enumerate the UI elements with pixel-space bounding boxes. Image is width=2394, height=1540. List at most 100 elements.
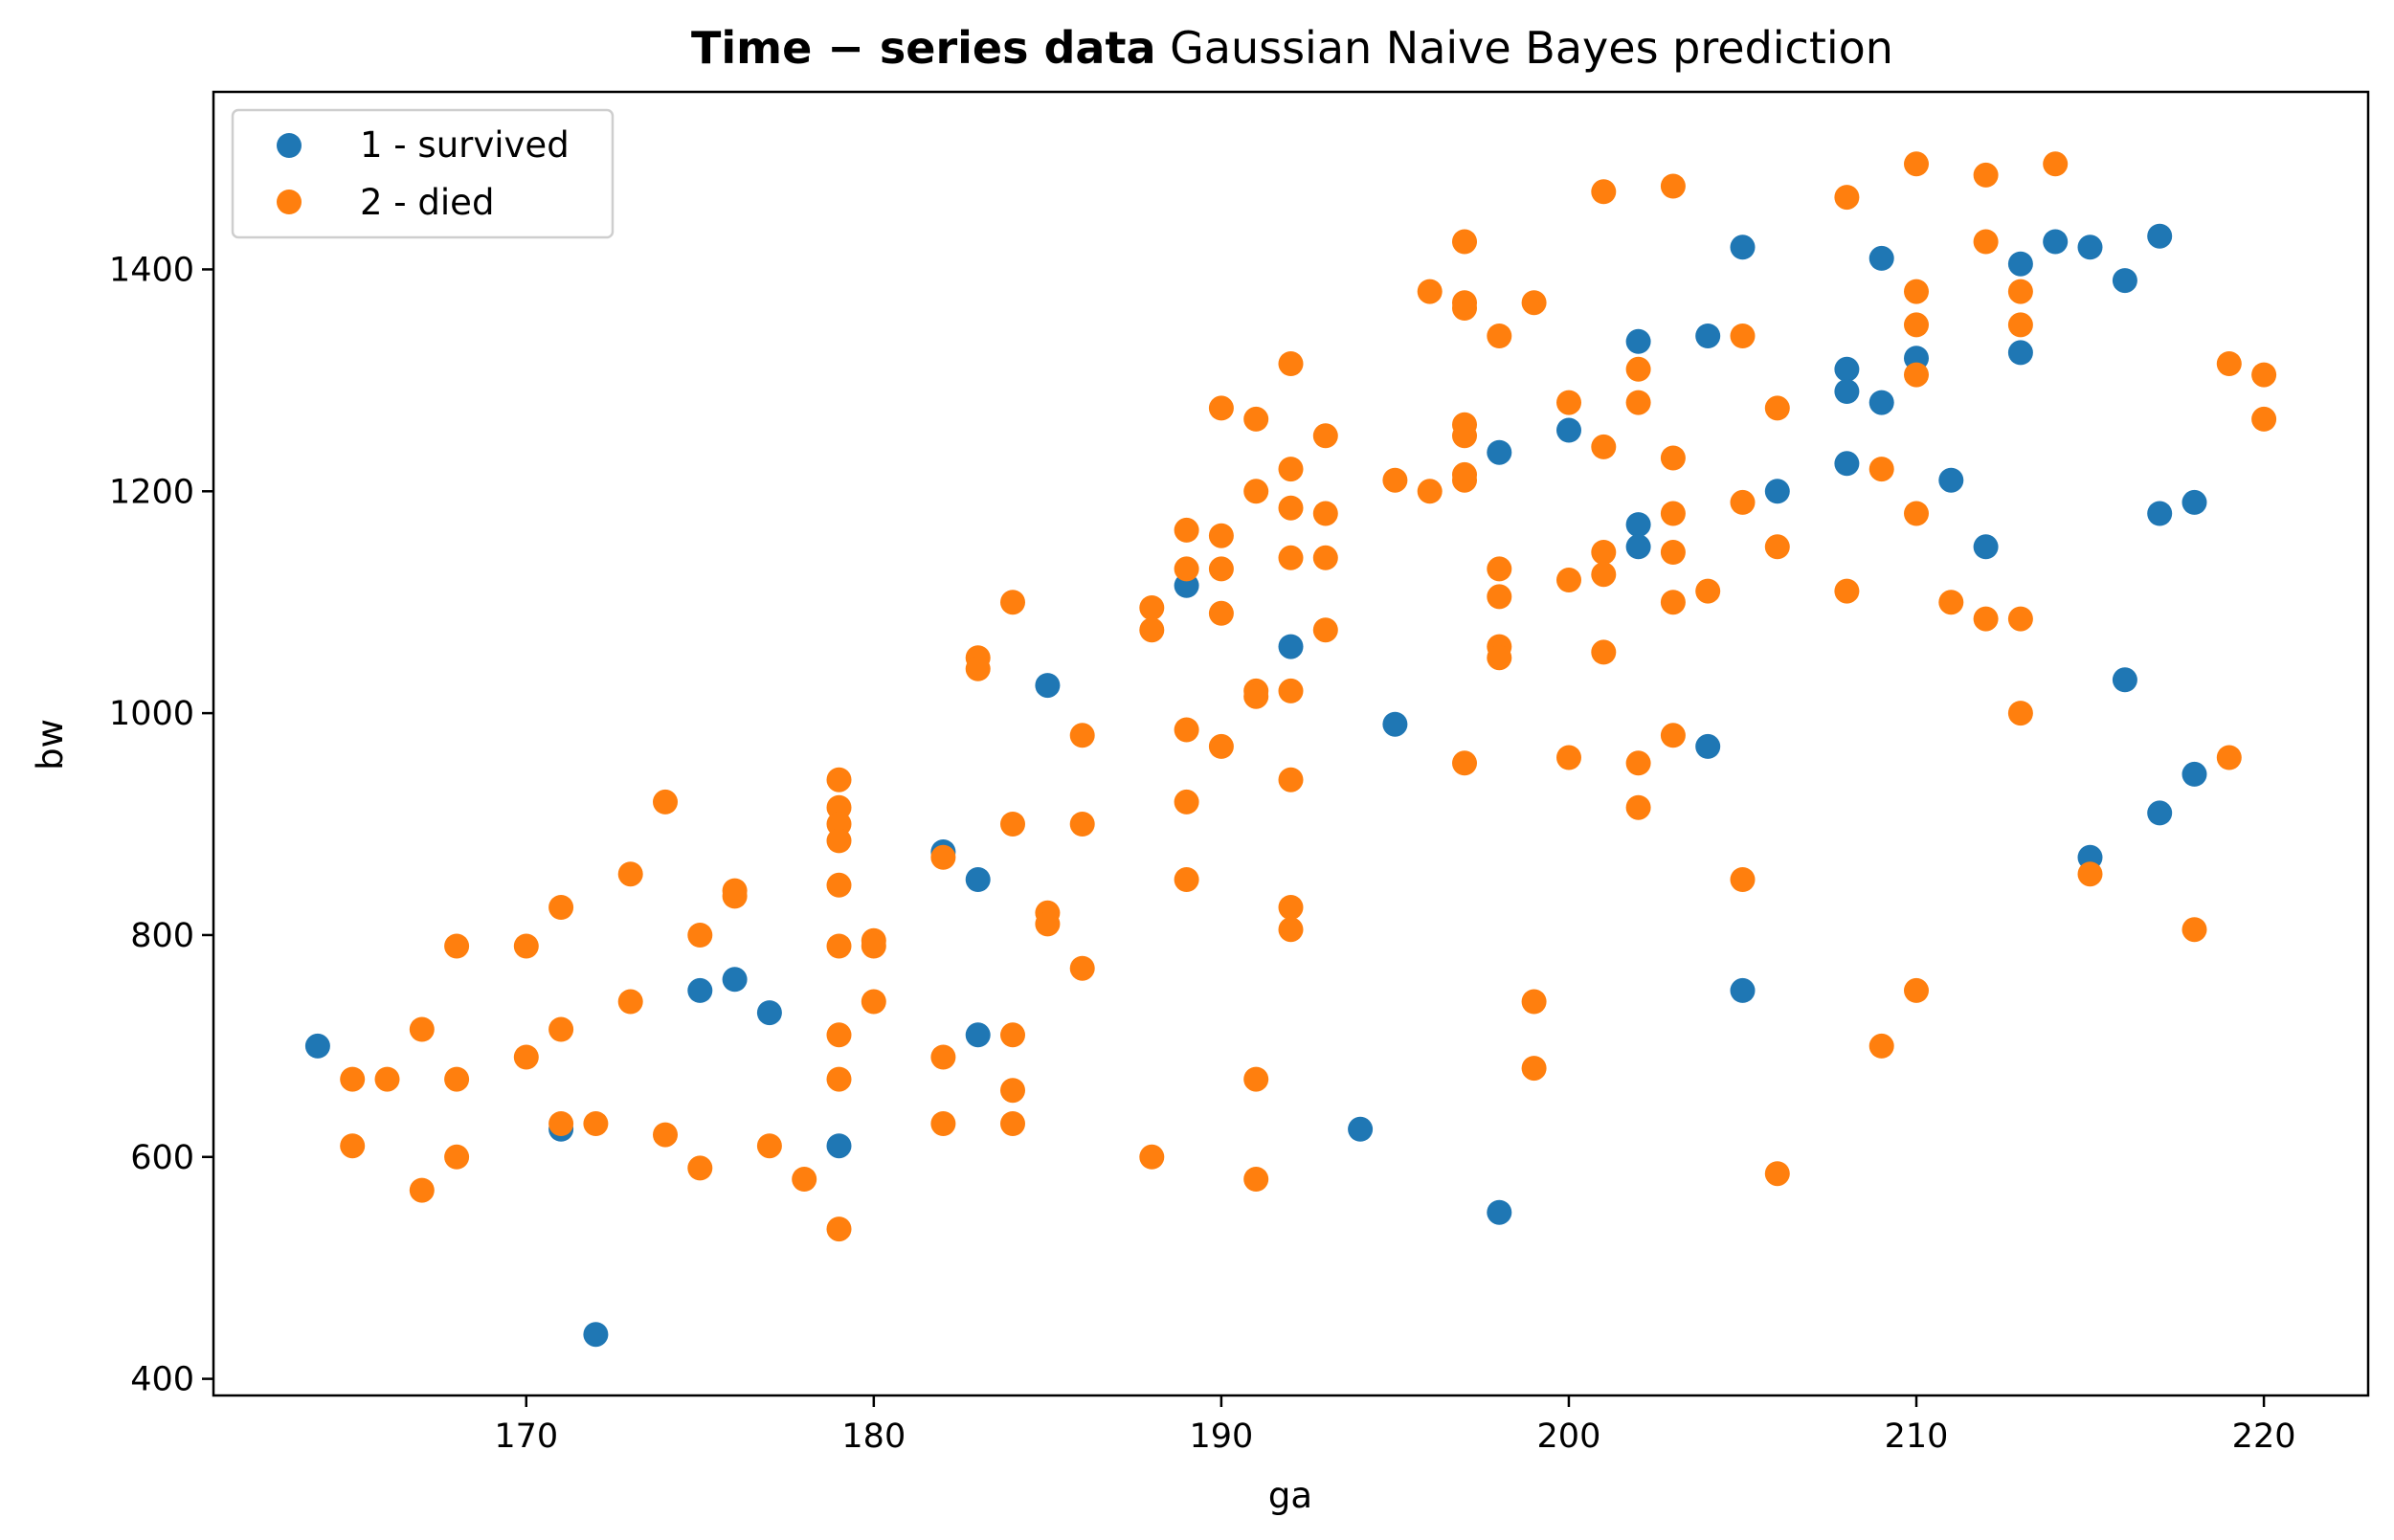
point-2-died	[1834, 578, 1860, 604]
point-2-died	[1730, 324, 1756, 348]
point-2-died	[1243, 406, 1269, 432]
point-2-died	[1868, 457, 1894, 482]
point-2-died	[722, 883, 748, 909]
point-2-died	[1312, 545, 1338, 570]
point-2-died	[1660, 723, 1686, 748]
point-2-died	[1695, 578, 1721, 604]
y-tick-label: 1000	[109, 695, 194, 733]
point-1-survived	[1868, 245, 1894, 271]
point-1-survived	[2147, 223, 2173, 249]
point-2-died	[826, 828, 852, 854]
point-2-died	[1243, 479, 1269, 504]
point-1-survived	[1695, 733, 1721, 759]
point-1-survived	[304, 1033, 330, 1059]
point-1-survived	[1625, 512, 1651, 538]
point-2-died	[583, 1111, 609, 1136]
point-2-died	[1278, 351, 1304, 376]
point-2-died	[1069, 955, 1095, 981]
point-1-survived	[1938, 467, 1964, 493]
point-2-died	[1591, 434, 1617, 459]
point-2-died	[1452, 467, 1477, 493]
point-2-died	[1973, 606, 1999, 632]
point-2-died	[1278, 895, 1304, 920]
point-2-died	[1452, 750, 1477, 776]
point-2-died	[340, 1066, 366, 1092]
point-1-survived	[1487, 439, 1512, 465]
point-2-died	[1764, 395, 1790, 421]
point-1-survived	[1730, 234, 1756, 260]
point-2-died	[1174, 717, 1199, 743]
y-tick-label: 400	[130, 1361, 194, 1399]
point-2-died	[826, 767, 852, 792]
point-1-survived	[2181, 489, 2207, 515]
point-1-survived	[1834, 356, 1860, 382]
point-2-died	[930, 1111, 956, 1136]
legend-marker-survived	[277, 133, 302, 158]
point-1-survived	[756, 1000, 782, 1026]
point-2-died	[1556, 568, 1581, 592]
point-1-survived	[1487, 1199, 1512, 1225]
point-1-survived	[1730, 977, 1756, 1003]
point-1-survived	[2147, 800, 2173, 826]
point-2-died	[1312, 423, 1338, 449]
point-2-died	[1904, 977, 1929, 1003]
y-tick-label: 1200	[109, 473, 194, 511]
point-2-died	[2007, 701, 2033, 726]
point-2-died	[1069, 723, 1095, 748]
x-tick-label: 180	[841, 1417, 906, 1456]
point-1-survived	[1764, 479, 1790, 504]
point-2-died	[1556, 745, 1581, 770]
point-2-died	[1000, 590, 1025, 615]
point-2-died	[1208, 600, 1234, 626]
point-2-died	[548, 1111, 574, 1136]
point-2-died	[1417, 279, 1443, 304]
point-1-survived	[1035, 673, 1061, 699]
point-2-died	[340, 1133, 366, 1159]
point-2-died	[444, 933, 470, 959]
point-2-died	[826, 1216, 852, 1242]
point-2-died	[617, 989, 643, 1015]
point-2-died	[1452, 229, 1477, 255]
point-2-died	[861, 989, 886, 1015]
point-2-died	[1591, 562, 1617, 588]
point-2-died	[1278, 678, 1304, 703]
point-2-died	[1139, 1144, 1165, 1170]
point-2-died	[1243, 1167, 1269, 1192]
point-2-died	[1035, 911, 1061, 937]
point-2-died	[2251, 362, 2277, 388]
point-2-died	[1278, 917, 1304, 943]
x-tick-label: 220	[2232, 1417, 2296, 1456]
point-2-died	[1625, 356, 1651, 382]
point-1-survived	[722, 967, 748, 993]
point-1-survived	[1834, 451, 1860, 477]
point-1-survived	[2043, 229, 2069, 255]
point-2-died	[1868, 1033, 1894, 1059]
point-2-died	[687, 923, 713, 948]
point-2-died	[756, 1133, 782, 1159]
point-2-died	[1000, 1078, 1025, 1104]
point-2-died	[653, 1122, 678, 1148]
point-2-died	[2077, 861, 2103, 887]
point-2-died	[2251, 406, 2277, 432]
point-2-died	[1174, 556, 1199, 582]
point-2-died	[2043, 151, 2069, 177]
point-2-died	[548, 1016, 574, 1042]
point-1-survived	[2181, 761, 2207, 787]
legend-label-died: 2 - died	[360, 182, 494, 223]
axis-ticks: 170 180 190 200 210 220 400 600 800 1000 1200 1400	[109, 251, 2296, 1456]
point-1-survived	[1556, 417, 1581, 443]
x-tick-label: 190	[1189, 1417, 1253, 1456]
point-2-died	[1174, 517, 1199, 543]
y-tick-label: 1400	[109, 251, 194, 289]
point-2-died	[1904, 279, 1929, 304]
point-2-died	[1278, 545, 1304, 570]
legend-marker-died	[277, 190, 302, 214]
point-2-died	[444, 1066, 470, 1092]
point-2-died	[1000, 1022, 1025, 1048]
point-2-died	[2181, 917, 2207, 943]
point-1-survived	[2007, 251, 2033, 277]
point-2-died	[930, 1044, 956, 1070]
point-1-survived	[965, 1022, 991, 1048]
point-2-died	[1660, 445, 1686, 471]
point-2-died	[653, 789, 678, 815]
